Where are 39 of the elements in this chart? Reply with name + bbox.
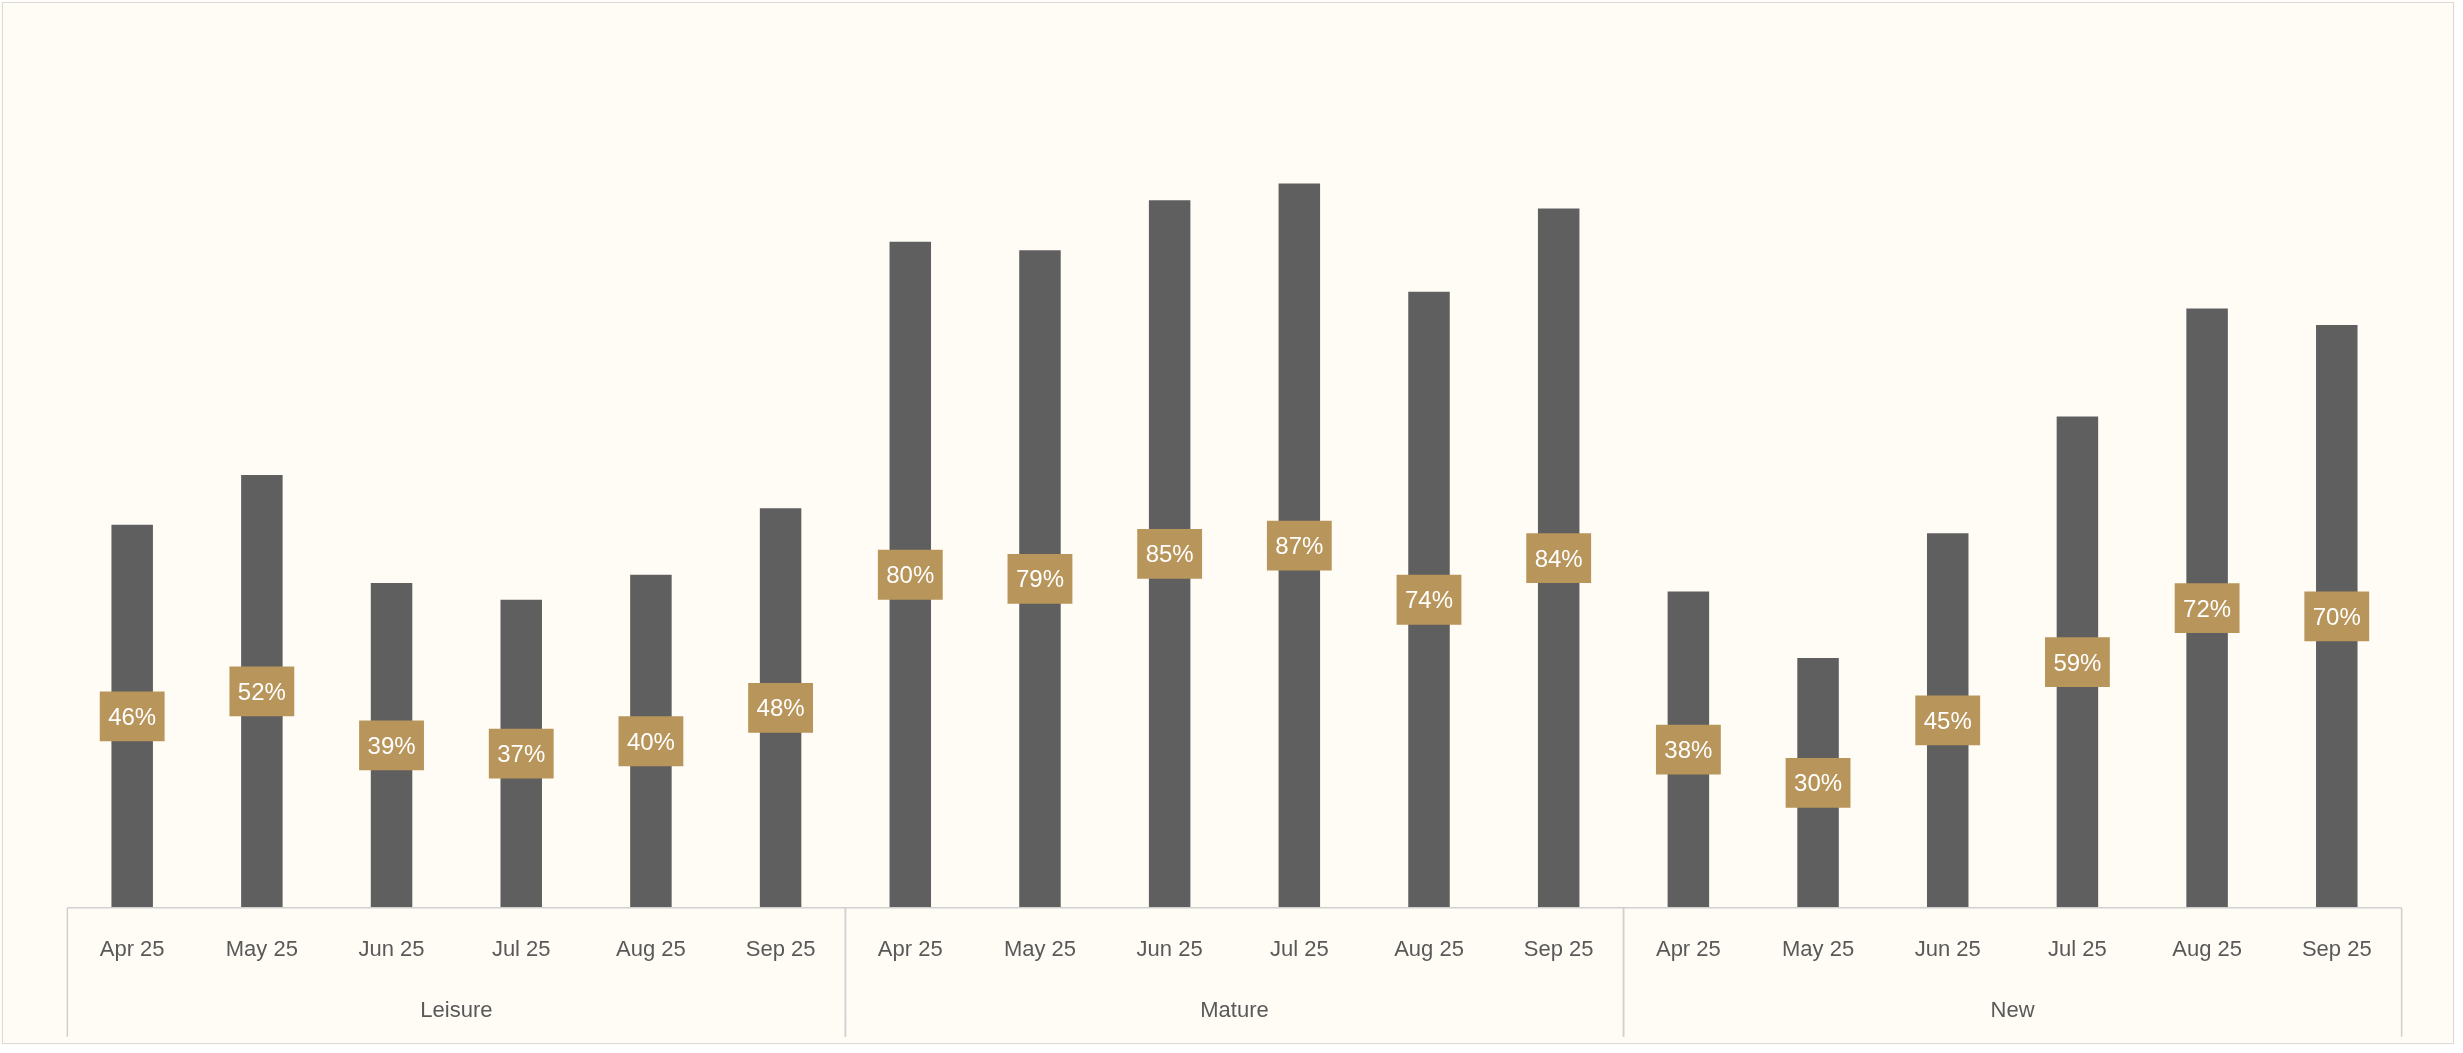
text: Leisure: [420, 997, 493, 1023]
data-label: 39%: [367, 731, 416, 759]
x-tick-label: Aug 25: [2172, 935, 2242, 961]
x-tick-label: Apr 25: [1655, 935, 1721, 961]
data-label: 45%: [1923, 706, 1972, 734]
text: New: [1990, 997, 2035, 1023]
x-tick-label: Jul 25: [1269, 935, 1329, 961]
x-tick-label: Jul 25: [491, 935, 551, 961]
x-tick-label: May 25: [1003, 935, 1077, 961]
data-label: 85%: [1145, 540, 1194, 568]
data-label: 80%: [886, 561, 935, 589]
data-label: 40%: [626, 727, 675, 755]
data-label: 30%: [1794, 769, 1843, 797]
x-tick-label: May 25: [225, 935, 298, 961]
x-tick-label: Apr 25: [877, 935, 943, 961]
x-tick-label: Jun 25: [358, 935, 425, 961]
text: Mature: [1200, 997, 1269, 1023]
x-tick-label: Sep 25: [1523, 935, 1594, 961]
data-label: 46%: [108, 702, 157, 730]
x-tick-label: Jun 25: [1914, 935, 1981, 961]
data-label: 72%: [2183, 594, 2232, 622]
x-tick-label: Apr 25: [99, 935, 165, 961]
data-label: 84%: [1534, 544, 1583, 572]
x-tick-label: Jul 25: [2048, 935, 2107, 961]
x-tick-label: Aug 25: [616, 935, 686, 961]
x-tick-label: Aug 25: [1394, 935, 1464, 961]
data-label: 87%: [1275, 532, 1324, 560]
data-label: 79%: [1015, 565, 1064, 593]
x-tick-label: Jun 25: [1136, 935, 1203, 961]
x-tick-label: Sep 25: [745, 935, 816, 961]
x-tick-label: Sep 25: [2301, 935, 2372, 961]
data-label: 37%: [497, 740, 546, 768]
data-label: 48%: [756, 694, 805, 722]
x-tick-label: May 25: [1781, 935, 1855, 961]
data-label: 74%: [1404, 586, 1454, 614]
data-label: 38%: [1664, 736, 1713, 764]
data-label: 59%: [2053, 648, 2102, 676]
data-label: 70%: [2312, 602, 2361, 630]
data-label: 52%: [237, 677, 286, 705]
